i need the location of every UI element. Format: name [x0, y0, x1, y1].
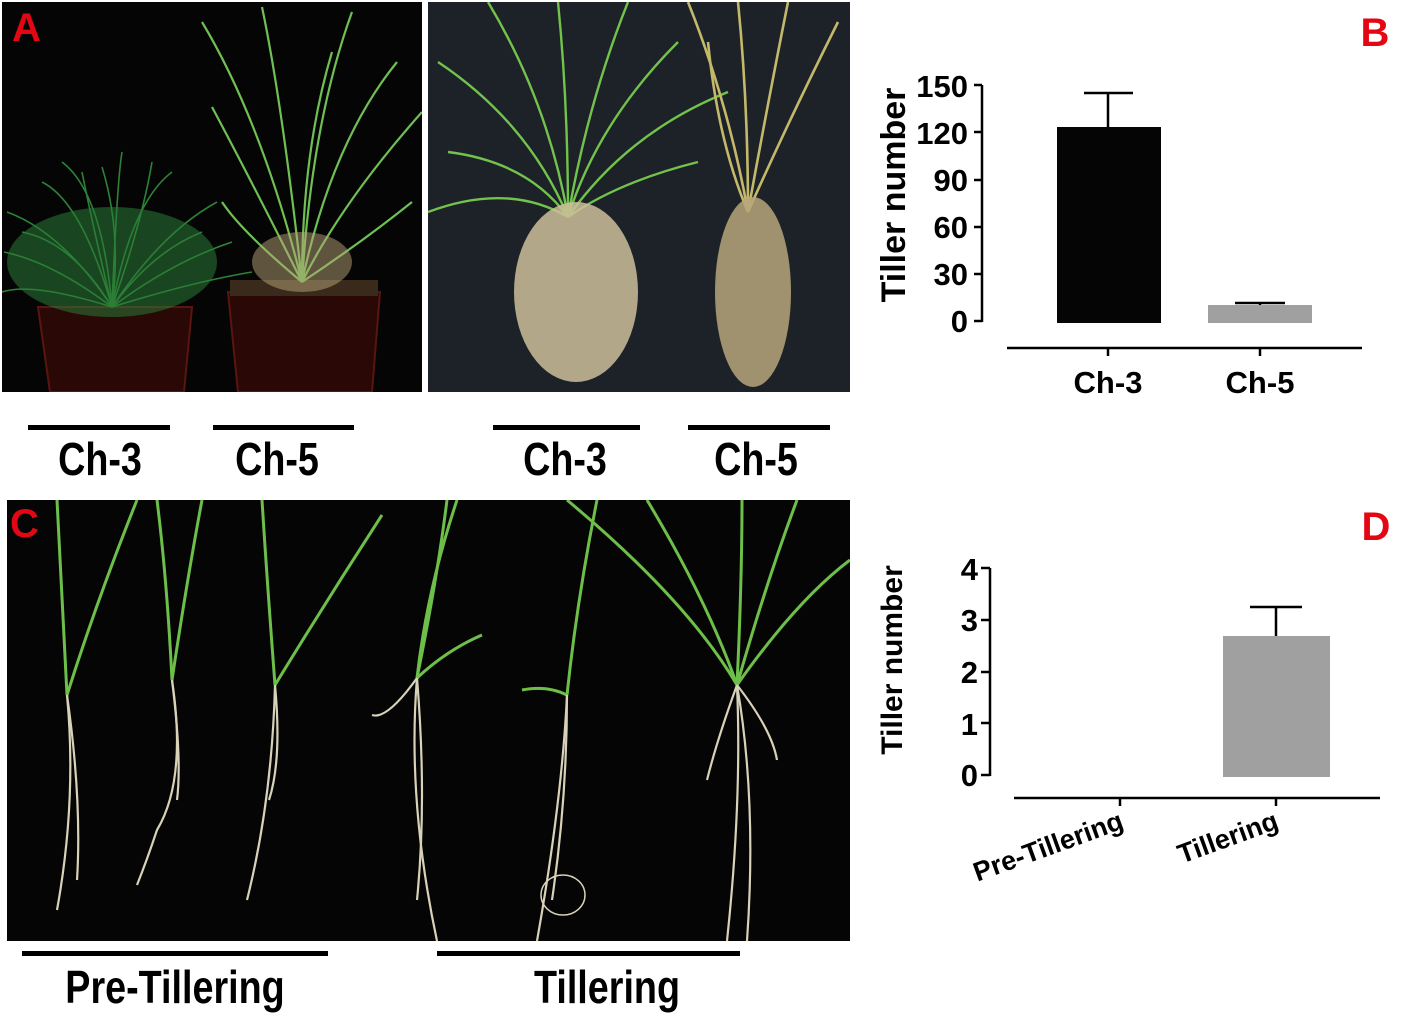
group-label-ch5-left: Ch-5 — [235, 433, 319, 485]
y-axis-label-b: Tiller number — [875, 88, 913, 303]
x-tick-ch3: Ch-3 — [1074, 365, 1143, 400]
group-label-ch5-right: Ch-5 — [714, 433, 798, 485]
y-ticks-b: 150 120 90 60 30 0 — [916, 69, 968, 339]
photo-seedlings — [7, 500, 850, 941]
svg-text:0: 0 — [951, 304, 968, 339]
svg-text:60: 60 — [934, 210, 968, 245]
group-label-pre-tillering: Pre-Tillering — [65, 961, 285, 1013]
group-label-ch3-right: Ch-3 — [523, 433, 607, 485]
photo-uprooted-plants: A — [428, 2, 850, 392]
x-tick-pre-tillering: Pre-Tillering — [969, 805, 1127, 887]
group-bar-pre-tillering — [22, 951, 328, 956]
svg-text:2: 2 — [961, 655, 978, 690]
group-label-ch3-left: Ch-3 — [58, 433, 142, 485]
panel-letter-d: D — [1362, 505, 1391, 549]
chart-d-tiller-number: D Tiller number 4 3 2 1 0 Pre-Tillering … — [876, 505, 1391, 887]
svg-text:1: 1 — [961, 707, 978, 742]
group-bar-ch3-right — [493, 425, 640, 430]
svg-text:0: 0 — [961, 758, 978, 793]
photo-potted-plants — [2, 2, 422, 392]
bar-tillering — [1223, 636, 1330, 777]
group-label-tillering: Tillering — [533, 961, 681, 1013]
y-axis-label-d: Tiller number — [876, 565, 909, 755]
bar-ch3 — [1057, 127, 1161, 323]
potted-plants-illustration — [2, 6, 422, 392]
svg-text:150: 150 — [916, 69, 968, 104]
group-bar-ch3-left — [28, 425, 170, 430]
panel-letter-a-label: A — [12, 6, 41, 50]
group-bar-ch5-right — [688, 425, 830, 430]
svg-text:30: 30 — [934, 257, 968, 292]
x-tick-tillering: Tillering — [1174, 805, 1282, 869]
panel-letter-c: C — [10, 502, 39, 546]
svg-text:90: 90 — [934, 163, 968, 198]
y-ticks-d: 4 3 2 1 0 — [961, 552, 979, 793]
uprooted-plants-illustration — [428, 2, 840, 387]
bar-ch5 — [1208, 305, 1312, 323]
svg-text:4: 4 — [961, 552, 979, 587]
group-bar-tillering — [437, 951, 740, 956]
seedlings-illustration — [55, 500, 850, 941]
svg-text:120: 120 — [916, 116, 968, 151]
panel-letter-b: B — [1361, 11, 1390, 55]
x-tick-ch5: Ch-5 — [1226, 365, 1295, 400]
chart-b-tiller-number: B Tiller number 150 120 90 60 30 0 Ch-3 … — [875, 11, 1390, 400]
group-bar-ch5-left — [213, 425, 354, 430]
svg-text:3: 3 — [961, 603, 978, 638]
